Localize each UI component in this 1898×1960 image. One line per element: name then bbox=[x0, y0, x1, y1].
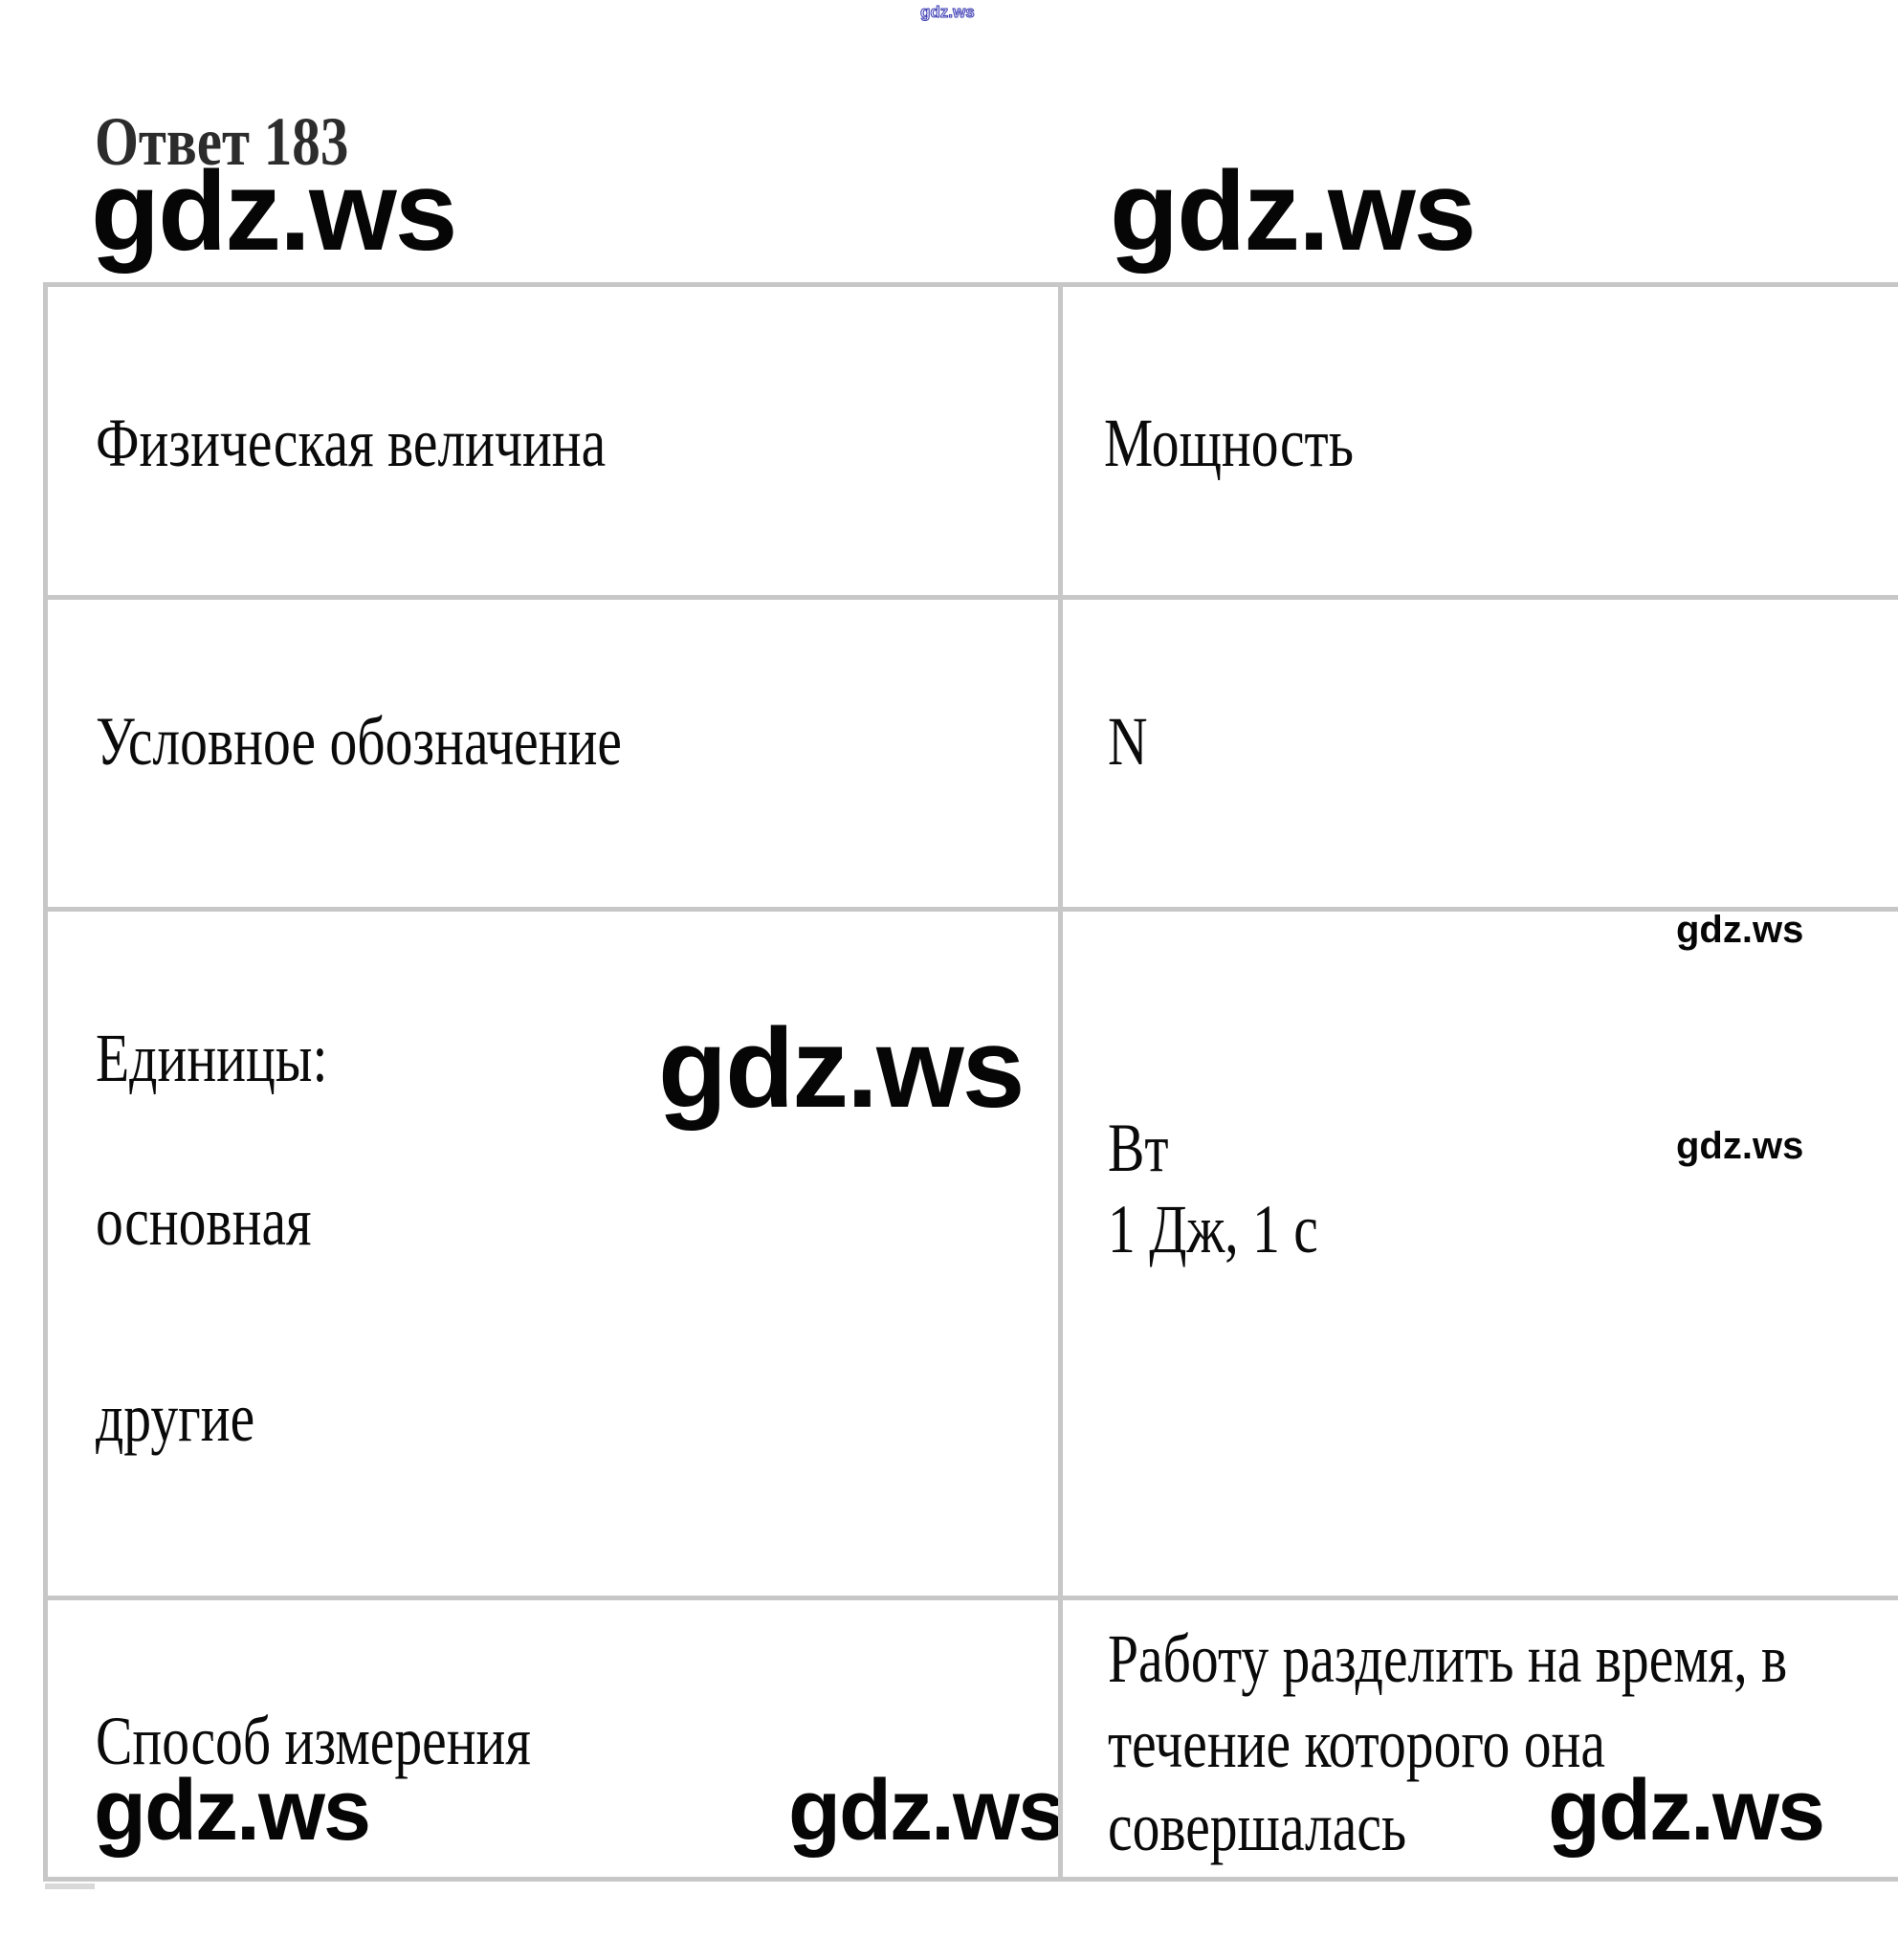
page-title: Ответ 183 bbox=[95, 103, 349, 180]
table-cell-value-unit-joule-second: 1 Дж, 1 с bbox=[1108, 1191, 1318, 1267]
scan-artifact bbox=[45, 1883, 95, 1889]
table-cell-label-measurement: Способ измерения bbox=[96, 1703, 531, 1779]
table-cell-value-unit-watt: Вт bbox=[1108, 1110, 1169, 1186]
table-cell-label-symbol: Условное обозначение bbox=[96, 703, 622, 780]
table-cell-label-physical-quantity: Физическая величина bbox=[96, 405, 607, 481]
table-cell-label-units-basic: основная bbox=[96, 1183, 312, 1260]
table-cell-label-units: Единицы: bbox=[96, 1020, 328, 1096]
table-border-row2 bbox=[43, 907, 1898, 912]
gdz-watermark-small-1: gdz.ws bbox=[1676, 909, 1804, 951]
table-cell-value-measurement-line2: течение которого она bbox=[1108, 1706, 1605, 1782]
table-border-row1 bbox=[43, 595, 1898, 600]
gdz-watermark-middle: gdz.ws bbox=[658, 1005, 1025, 1132]
table-cell-value-measurement-line1: Работу разделить на время, в bbox=[1108, 1620, 1788, 1697]
gdz-watermark-bottom-center: gdz.ws bbox=[788, 1763, 1066, 1859]
table-border-left bbox=[43, 282, 48, 1882]
gdz-watermark-bottom-left: gdz.ws bbox=[94, 1763, 371, 1859]
table-border-row3 bbox=[43, 1596, 1898, 1600]
gdz-watermark-top-left: gdz.ws bbox=[91, 148, 457, 275]
table-cell-value-physical-quantity: Мощность bbox=[1104, 405, 1354, 481]
table-border-bottom bbox=[43, 1877, 1898, 1882]
gdz-watermark-top-right: gdz.ws bbox=[1110, 148, 1476, 275]
gdz-watermark-bottom-right: gdz.ws bbox=[1548, 1763, 1825, 1859]
table-column-divider bbox=[1058, 282, 1063, 1882]
table-cell-label-units-other: другие bbox=[96, 1379, 255, 1456]
table-border-top bbox=[43, 282, 1898, 287]
table-cell-value-measurement-line3: совершалась bbox=[1108, 1789, 1407, 1865]
gdz-watermark-blue: gdz.ws bbox=[920, 3, 976, 21]
table-cell-value-symbol: N bbox=[1108, 703, 1148, 780]
gdz-watermark-small-2: gdz.ws bbox=[1676, 1125, 1804, 1167]
